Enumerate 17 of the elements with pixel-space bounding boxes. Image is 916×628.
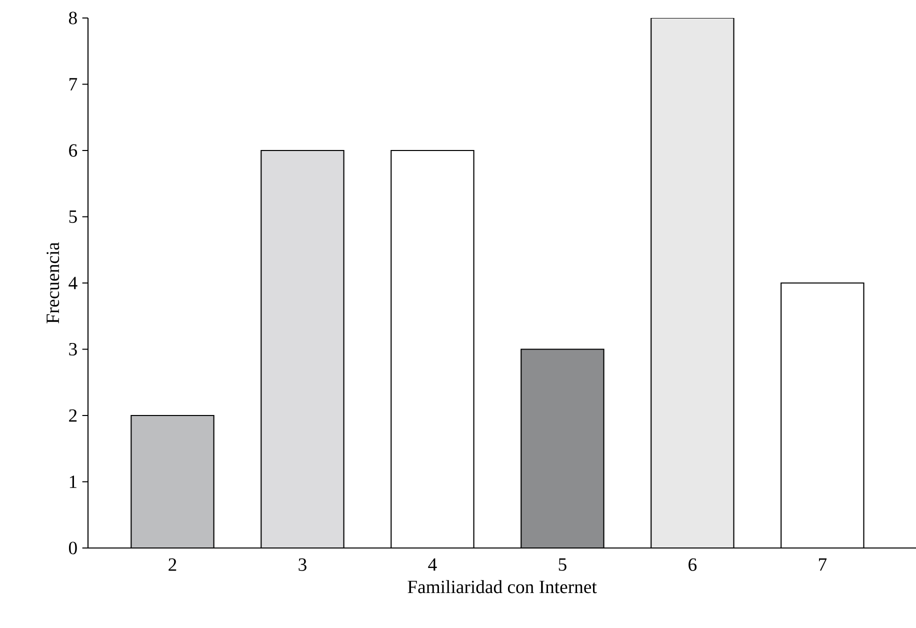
y-tick-label: 2 — [69, 409, 77, 422]
x-tick-label: 6 — [688, 558, 697, 571]
y-tick-label: 5 — [69, 210, 77, 223]
y-tick-label: 6 — [69, 144, 78, 157]
y-tick-label: 3 — [69, 342, 77, 356]
y-axis-title: Frecuencia — [46, 242, 60, 324]
x-tick-label: 5 — [558, 558, 566, 571]
y-tick-label: 7 — [70, 78, 78, 90]
x-tick-label: 3 — [298, 558, 306, 571]
x-tick-label: 4 — [428, 558, 437, 571]
y-tick-label: 8 — [68, 12, 77, 24]
y-tick-label: 1 — [70, 476, 76, 488]
y-tick-label: 0 — [68, 542, 77, 554]
y-tick-label: 4 — [68, 276, 78, 290]
x-tick-label: 7 — [818, 558, 827, 571]
x-axis-title: Familiaridad con Internet — [408, 580, 597, 594]
x-tick-label: 2 — [168, 558, 176, 571]
